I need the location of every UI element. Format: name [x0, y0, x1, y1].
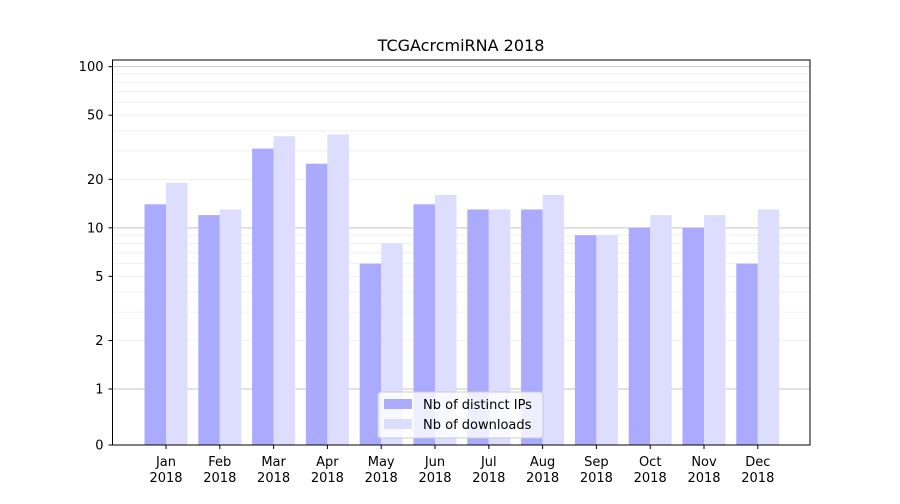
- x-tick-label-month: Aug: [530, 455, 555, 470]
- bar-downloads: [757, 209, 780, 445]
- x-tick-label-year: 2018: [418, 471, 451, 486]
- y-tick-label: 10: [87, 221, 104, 236]
- bar-downloads: [166, 182, 188, 445]
- legend-swatch: [384, 399, 412, 409]
- bar-downloads: [273, 136, 296, 445]
- bar-ips: [198, 215, 220, 445]
- bar-downloads: [327, 134, 349, 445]
- bar-downloads: [435, 194, 457, 445]
- legend-label: Nb of distinct IPs: [423, 398, 532, 413]
- legend-box: [377, 391, 544, 439]
- y-tick-label: 5: [95, 270, 103, 285]
- bar-ips: [736, 263, 758, 445]
- y-tick-label: 0: [95, 439, 103, 454]
- x-tick-label-month: Jun: [424, 455, 445, 470]
- x-tick-label-year: 2018: [687, 471, 720, 486]
- bar-ips: [144, 204, 166, 445]
- bar-ips: [252, 148, 274, 446]
- x-tick-label-month: Oct: [639, 455, 661, 470]
- bar-downloads: [650, 215, 672, 445]
- axes-layer: Jan2018Feb2018Mar2018Apr2018May2018Jun20…: [79, 60, 775, 486]
- y-tick-label: 1: [95, 383, 103, 398]
- legend-swatch: [384, 419, 412, 429]
- x-tick-label-year: 2018: [311, 471, 344, 486]
- x-tick-label-month: Jan: [155, 455, 176, 470]
- bar-downloads: [596, 235, 618, 445]
- plot-frame: [112, 59, 811, 446]
- legend-label: Nb of downloads: [423, 418, 532, 433]
- bar-ips: [305, 163, 328, 445]
- x-tick-label-month: Feb: [208, 455, 231, 470]
- bar-ips: [359, 263, 382, 445]
- bar-downloads: [704, 215, 726, 445]
- x-tick-label-year: 2018: [472, 471, 505, 486]
- bar-ips: [628, 227, 651, 445]
- bar-ips: [521, 209, 543, 445]
- bar-ips: [682, 227, 704, 445]
- x-tick-label-year: 2018: [257, 471, 290, 486]
- x-tick-label-month: Dec: [745, 455, 770, 470]
- y-tick-label: 50: [87, 109, 104, 124]
- x-tick-label-year: 2018: [365, 471, 398, 486]
- x-tick-label-year: 2018: [203, 471, 236, 486]
- x-tick-label-month: May: [368, 455, 395, 470]
- chart-title: TCGAcrcmiRNA 2018: [377, 36, 545, 55]
- x-tick-label-month: Mar: [261, 455, 286, 470]
- x-tick-label-year: 2018: [741, 471, 774, 486]
- x-tick-label-month: Jul: [480, 455, 497, 470]
- x-tick-label-month: Sep: [584, 455, 609, 470]
- x-tick-label-year: 2018: [580, 471, 613, 486]
- y-tick-label: 100: [79, 60, 104, 75]
- bar-ips: [413, 204, 435, 445]
- bar-ips: [467, 209, 489, 445]
- x-tick-label-year: 2018: [634, 471, 667, 486]
- x-tick-label-month: Nov: [691, 455, 717, 470]
- bar-downloads: [542, 194, 565, 445]
- y-tick-label: 2: [95, 334, 103, 349]
- bar-downloads: [488, 209, 511, 445]
- x-tick-label-year: 2018: [526, 471, 559, 486]
- bar-ips: [574, 235, 597, 445]
- y-tick-label: 20: [87, 173, 104, 188]
- x-tick-label-year: 2018: [149, 471, 182, 486]
- bar-downloads: [219, 209, 242, 445]
- legend: Nb of distinct IPs Nb of downloads: [377, 391, 544, 439]
- x-tick-label-month: Apr: [316, 455, 339, 470]
- bars-layer: [144, 134, 780, 446]
